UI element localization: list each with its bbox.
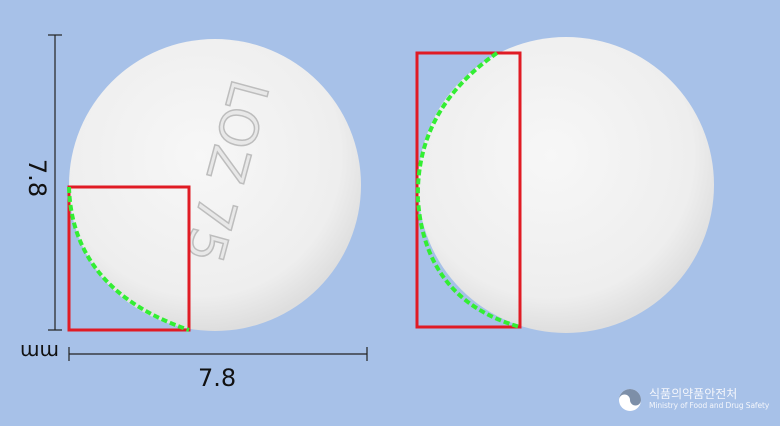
vertical-dimension-line [48,34,62,331]
watermark-logo: 식품의약품안전처 Ministry of Food and Drug Safet… [617,386,769,412]
org-name-english: Ministry of Food and Drug Safety [649,401,770,410]
horizontal-dimension-line [68,347,368,361]
mfds-logo-icon [619,389,641,411]
logo-spacer [617,386,643,412]
width-value-label: 7.8 [198,364,237,392]
logo-text: 식품의약품안전처 Ministry of Food and Drug Safet… [649,387,770,411]
tablet-back [418,37,714,333]
height-value-label: 7.8 [23,158,52,198]
edge-trace-front [67,186,190,332]
org-name-korean: 식품의약품안전처 [649,387,738,401]
width-measure-box [67,185,191,332]
edge-trace-back [415,51,521,329]
unit-label: mm [20,340,59,364]
